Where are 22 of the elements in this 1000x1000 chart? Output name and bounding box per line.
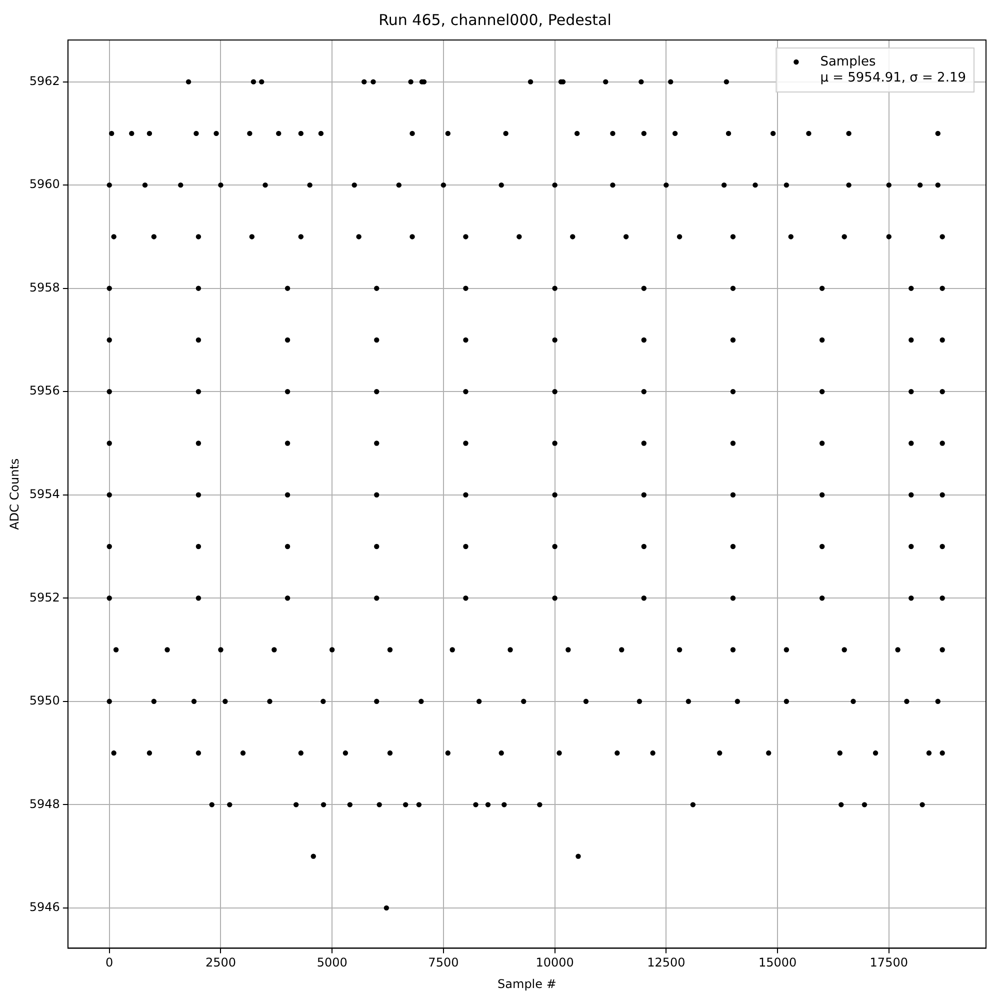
x-tick-label: 17500 bbox=[870, 956, 908, 970]
chart-title: Run 465, channel000, Pedestal bbox=[378, 10, 612, 29]
y-tick-label: 5956 bbox=[29, 384, 60, 398]
x-tick-label: 5000 bbox=[316, 956, 348, 970]
y-tick-label: 5962 bbox=[29, 74, 60, 88]
y-tick-label: 5960 bbox=[29, 177, 60, 192]
x-axis-title: Sample # bbox=[498, 976, 556, 991]
x-tick-label: 0 bbox=[106, 956, 114, 970]
x-tick-label: 7500 bbox=[428, 956, 459, 970]
x-tick-label: 2500 bbox=[205, 956, 236, 970]
x-tick-label: 15000 bbox=[758, 956, 797, 970]
y-tick-label: 5950 bbox=[29, 694, 60, 708]
y-tick-label: 5948 bbox=[29, 796, 60, 811]
y-tick-label: 5952 bbox=[29, 590, 60, 604]
legend-label: Samples bbox=[820, 54, 876, 70]
y-tick-label: 5954 bbox=[29, 487, 60, 501]
y-tick-label: 5946 bbox=[29, 900, 60, 914]
y-tick-label: 5958 bbox=[29, 280, 60, 294]
x-tick-label: 12500 bbox=[647, 956, 686, 970]
x-tick-label: 10000 bbox=[536, 956, 574, 970]
annotation: μ = 5954.91, σ = 2.19 bbox=[820, 70, 966, 86]
y-axis-title: ADC Counts bbox=[7, 458, 22, 530]
